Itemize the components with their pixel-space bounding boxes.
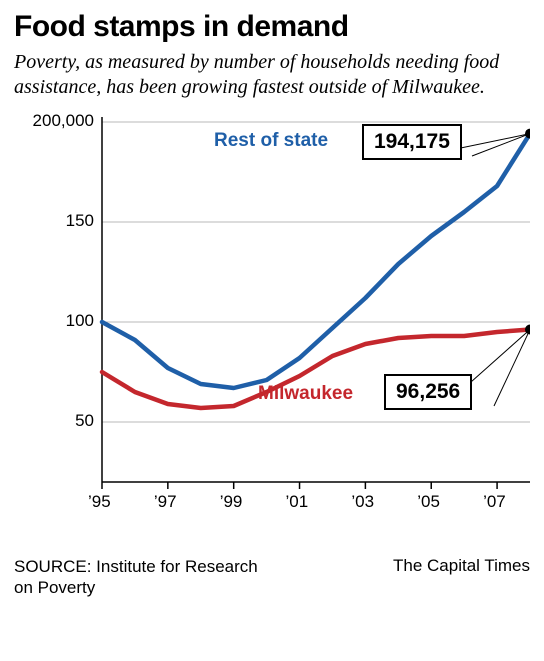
end-value-callout: 96,256 [384, 374, 472, 410]
x-axis-label: ’99 [220, 492, 243, 512]
series-label: Rest of state [214, 130, 328, 152]
credit-text: The Capital Times [393, 556, 530, 599]
x-axis-label: ’01 [286, 492, 309, 512]
chart-title: Food stamps in demand [14, 10, 530, 44]
chart-area: 50 100 150 200,000 ’95 ’97 ’99 ’01 ’03 ’05 ’07 Rest… [14, 112, 530, 532]
x-axis-label: ’07 [483, 492, 506, 512]
chart-subtitle: Poverty, as measured by number of househ… [14, 50, 530, 100]
source-text: SOURCE: Institute for Research on Povert… [14, 556, 274, 599]
x-axis-label: ’05 [417, 492, 440, 512]
x-axis-label: ’95 [88, 492, 111, 512]
end-value-callout: 194,175 [362, 124, 462, 160]
y-axis-label: 200,000 [33, 111, 94, 131]
y-axis-label: 150 [66, 211, 94, 231]
x-axis-label: ’03 [351, 492, 374, 512]
y-axis-label: 50 [75, 411, 94, 431]
x-axis-label: ’97 [154, 492, 177, 512]
y-axis-label: 100 [66, 311, 94, 331]
series-label: Milwaukee [258, 383, 353, 405]
